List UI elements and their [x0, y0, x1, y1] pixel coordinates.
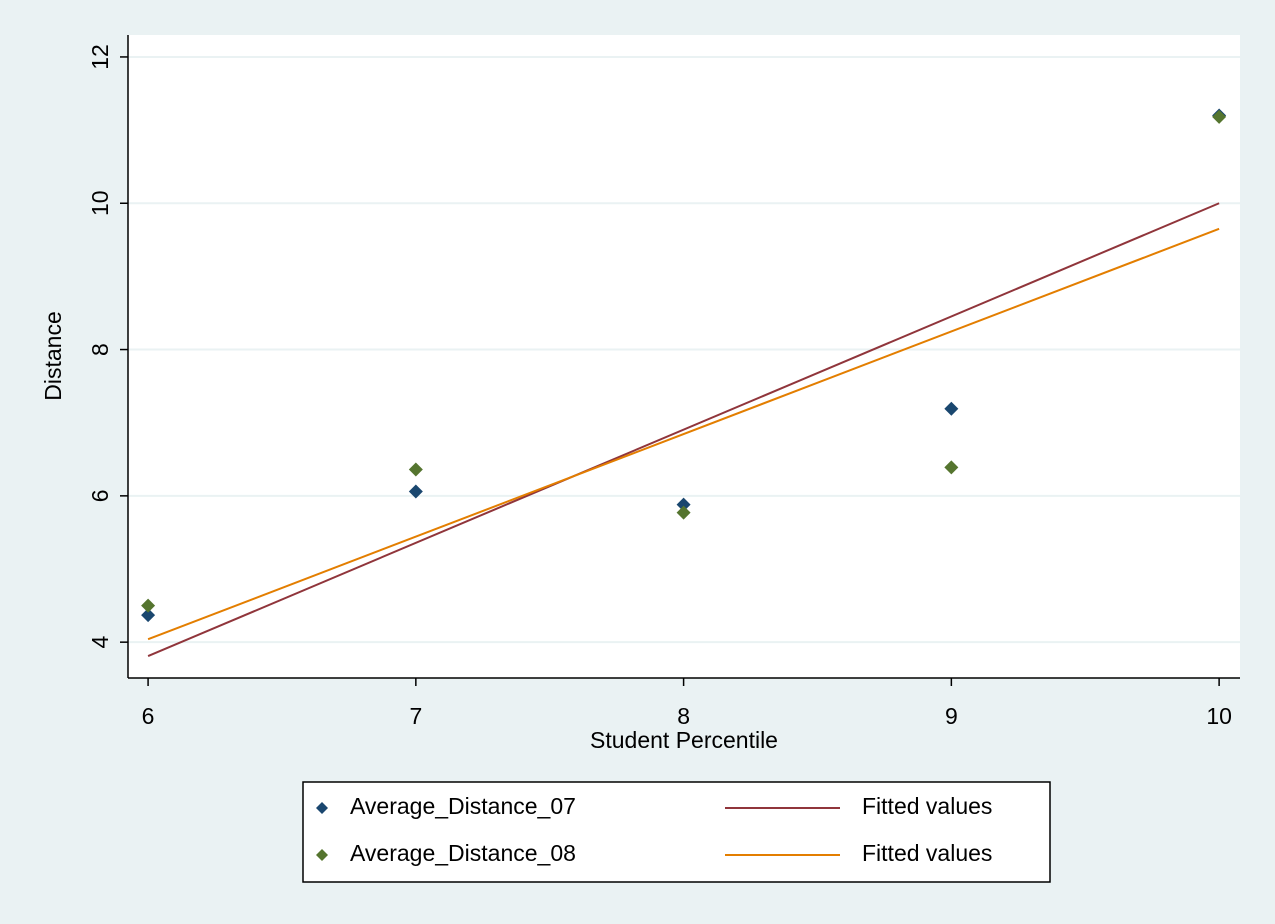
legend-swatch: [316, 802, 328, 814]
point: [408, 484, 423, 499]
x-tick-label: 10: [1206, 703, 1232, 729]
y-tick-label: 10: [87, 190, 113, 216]
point: [676, 497, 691, 512]
point: [944, 401, 959, 416]
y-tick-label: 6: [87, 489, 113, 502]
legend-swatch: [316, 849, 328, 861]
x-axis-title: Student Percentile: [590, 727, 778, 753]
x-tick-label: 9: [945, 703, 958, 729]
y-axis-title: Distance: [40, 311, 66, 400]
y-tick-label: 8: [87, 343, 113, 356]
legend-box: [302, 781, 1051, 883]
legend-label: Fitted values: [862, 840, 992, 866]
x-tick-label: 7: [409, 703, 422, 729]
fit-line: [147, 227, 1220, 641]
fit-line: [147, 202, 1220, 657]
y-tick-label: 12: [87, 44, 113, 70]
point: [141, 608, 156, 623]
plot-area: [128, 35, 1240, 678]
point: [676, 505, 691, 520]
x-tick-label: 8: [677, 703, 690, 729]
point: [1212, 109, 1227, 124]
x-tick-label: 6: [142, 703, 155, 729]
point: [141, 598, 156, 613]
point: [944, 460, 959, 475]
legend-label: Fitted values: [862, 793, 992, 819]
legend-label: Average_Distance_08: [350, 840, 576, 866]
point: [408, 462, 423, 477]
y-tick-label: 4: [87, 636, 113, 649]
legend-label: Average_Distance_07: [350, 793, 576, 819]
